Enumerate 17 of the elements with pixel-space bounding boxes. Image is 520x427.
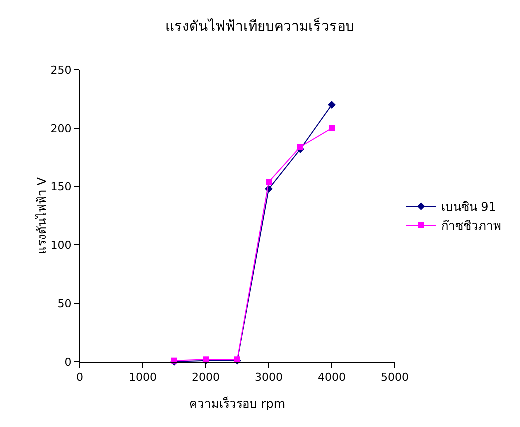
x-tick-label: 1000 <box>129 371 157 384</box>
legend-label: ก๊าซชีวภาพ <box>441 219 502 234</box>
legend-label: เบนซิน 91 <box>441 200 496 214</box>
y-tick-label: 50 <box>58 297 72 310</box>
y-tick-label: 100 <box>50 239 72 252</box>
chart-title: แรงดันไฟฟ้าเทียบความเร็วรอบ <box>166 17 354 36</box>
y-tick-label: 200 <box>50 122 72 136</box>
x-tick-label: 3000 <box>255 371 283 384</box>
y-tick-label: 0 <box>64 356 72 369</box>
x-tick-label: 2000 <box>192 371 220 384</box>
y-axis-title: แรงดันไฟฟ้า V <box>34 176 49 255</box>
x-tick-label: 4000 <box>318 371 346 384</box>
y-tick-label: 150 <box>50 180 72 194</box>
x-tick-label: 0 <box>76 371 84 384</box>
x-tick-label: 5000 <box>381 371 409 384</box>
x-axis-title: ความเร็วรอบ rpm <box>189 396 286 411</box>
y-tick-label: 250 <box>50 64 72 77</box>
